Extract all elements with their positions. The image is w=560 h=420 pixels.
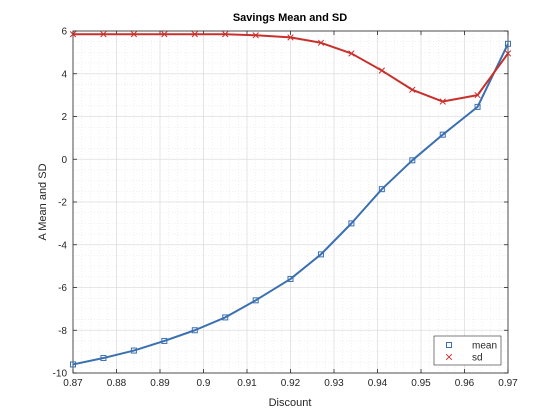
x-tick-label: 0.95 — [411, 378, 431, 389]
x-tick-label: 0.9 — [197, 378, 211, 389]
x-tick-label: 0.88 — [107, 378, 127, 389]
x-tick-label: 0.91 — [237, 378, 257, 389]
x-tick-label: 0.93 — [324, 378, 344, 389]
y-tick-label: -2 — [58, 198, 67, 209]
y-tick-label: 4 — [61, 69, 67, 80]
legend-label-sd: sd — [472, 353, 483, 364]
y-tick-label: -4 — [58, 240, 67, 251]
y-axis-title: A Mean and SD — [37, 163, 49, 240]
grid — [73, 31, 508, 373]
y-tick-label: -8 — [58, 326, 67, 337]
y-tick-label: 6 — [61, 27, 67, 38]
x-tick-label: 0.96 — [455, 378, 475, 389]
x-tick-label: 0.92 — [281, 378, 301, 389]
x-tick-label: 0.94 — [368, 378, 388, 389]
y-tick-label: -10 — [53, 369, 68, 380]
y-tick-label: 0 — [61, 155, 67, 166]
legend-label-mean: mean — [472, 341, 497, 352]
y-tick-label: -6 — [58, 283, 67, 294]
x-tick-label: 0.89 — [150, 378, 170, 389]
x-axis-title: Discount — [269, 397, 312, 409]
y-tick-label: 2 — [61, 112, 67, 123]
x-tick-label: 0.87 — [63, 378, 83, 389]
chart-title: Savings Mean and SD — [233, 12, 347, 24]
x-tick-label: 0.97 — [498, 378, 518, 389]
ticks: 0.87 0.88 0.89 0.9 0.91 0.92 0.93 0.94 0.95 0.96 0… — [53, 27, 519, 390]
